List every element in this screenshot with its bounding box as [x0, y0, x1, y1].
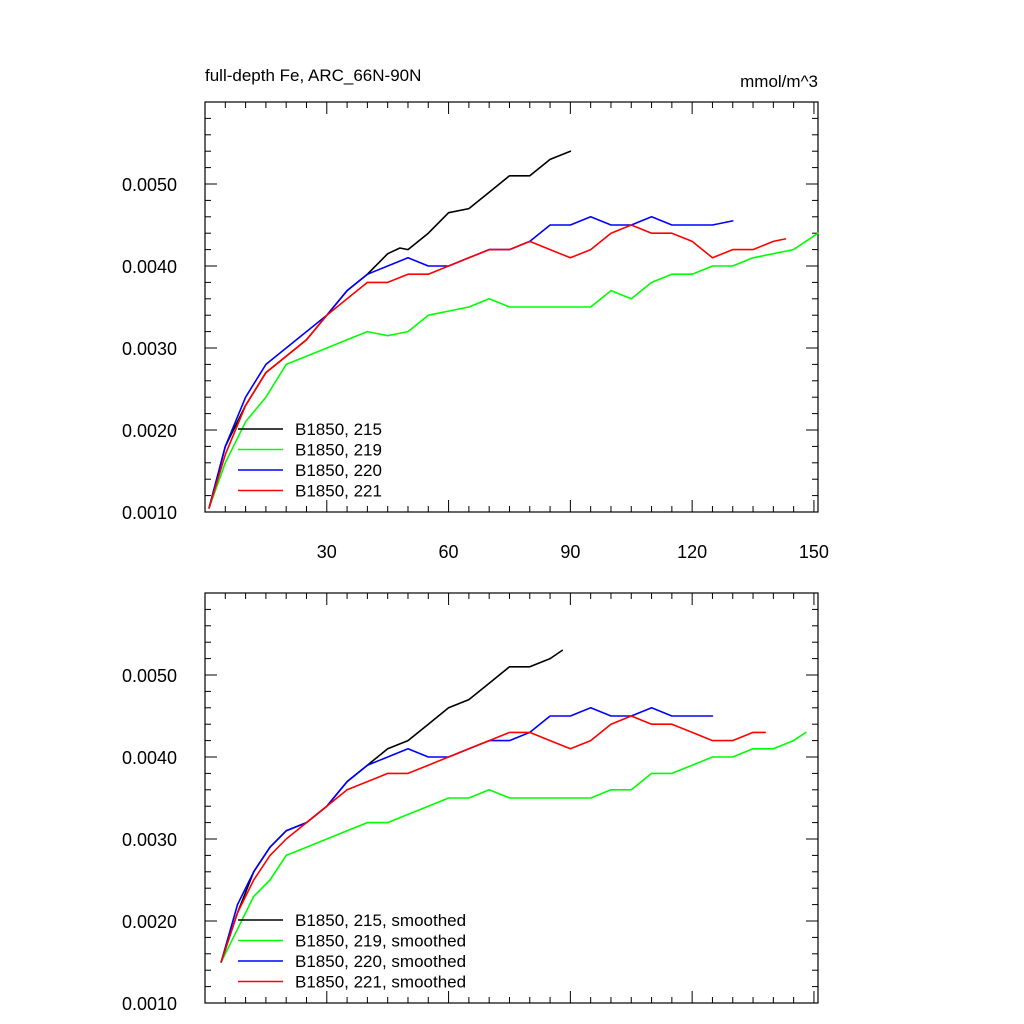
series-line-4 — [208, 224, 787, 509]
y-tick-label: 0.0010 — [122, 994, 177, 1014]
legend-label-1: B1850, 215 — [295, 420, 382, 439]
x-tick-label: 30 — [317, 542, 337, 562]
x-tick-label: 60 — [439, 542, 459, 562]
bottom-plot-area: 0.0010 0.0020 0.0030 0.0040 0.0050 B1850, 215… — [122, 592, 819, 1014]
series-line-2 — [208, 232, 819, 509]
y-tick-label: 0.0050 — [122, 666, 177, 686]
plot-frame — [204, 592, 819, 1004]
bottom-panel: 0.0010 0.0020 0.0030 0.0040 0.0050 B1850, 215… — [122, 592, 819, 1014]
legend-label-4: B1850, 221 — [295, 482, 382, 501]
top-plot-area: 0.0010 0.0020 0.0030 0.0040 0.0050 30 60 90 120 1… — [122, 101, 829, 562]
legend-label-2: B1850, 219 — [295, 441, 382, 460]
units-label: mmol/m^3 — [740, 72, 818, 91]
series-line-4 — [220, 715, 767, 963]
legend-label-1: B1850, 215, smoothed — [295, 911, 466, 930]
series-line-1 — [208, 150, 572, 509]
legend-label-2: B1850, 219, smoothed — [295, 932, 466, 951]
legend-label-4: B1850, 221, smoothed — [295, 973, 466, 992]
x-tick-label: 90 — [560, 542, 580, 562]
top-panel: full-depth Fe, ARC_66N-90N mmol/m^3 0.00… — [122, 66, 829, 562]
y-tick-label: 0.0030 — [122, 830, 177, 850]
series-line-3 — [208, 216, 734, 509]
x-tick-label: 150 — [799, 542, 829, 562]
y-tick-label: 0.0010 — [122, 503, 177, 523]
series-line-2 — [220, 731, 807, 963]
plot-frame — [204, 101, 819, 513]
legend-label-3: B1850, 220, smoothed — [295, 952, 466, 971]
y-tick-label: 0.0040 — [122, 257, 177, 277]
chart-title: full-depth Fe, ARC_66N-90N — [205, 66, 421, 85]
x-tick-label: 120 — [677, 542, 707, 562]
y-tick-label: 0.0050 — [122, 175, 177, 195]
y-tick-label: 0.0020 — [122, 912, 177, 932]
y-tick-label: 0.0040 — [122, 748, 177, 768]
y-tick-label: 0.0030 — [122, 339, 177, 359]
y-tick-label: 0.0020 — [122, 421, 177, 441]
legend-label-3: B1850, 220 — [295, 461, 382, 480]
